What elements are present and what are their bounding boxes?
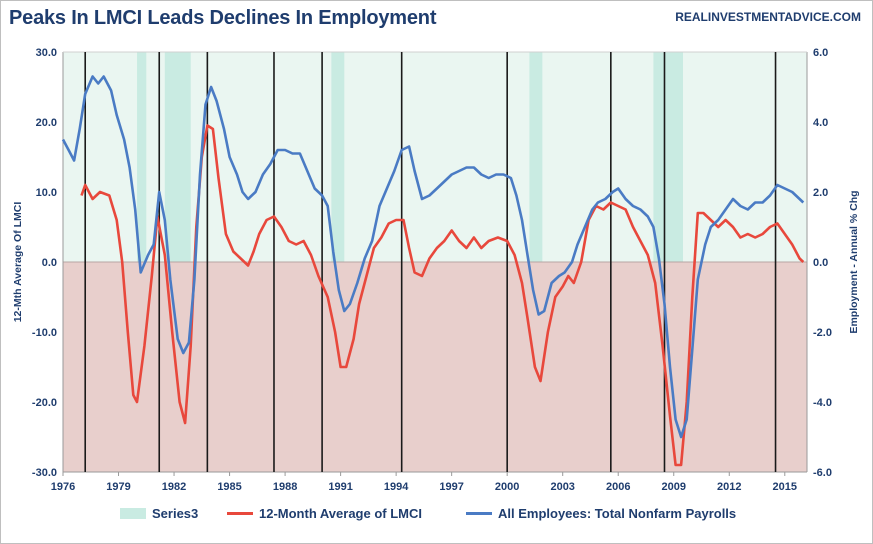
legend-swatch-payrolls xyxy=(466,512,492,515)
legend-item-payrolls: All Employees: Total Nonfarm Payrolls xyxy=(466,506,736,521)
x-tick-label: 1985 xyxy=(217,481,241,493)
y-left-tick-label: -20.0 xyxy=(32,397,57,409)
legend-item-lmci: 12-Month Average of LMCI xyxy=(227,506,422,521)
legend-label-series3: Series3 xyxy=(152,506,199,521)
source-watermark: REALINVESTMENTADVICE.COM xyxy=(675,10,861,24)
x-tick-label: 1982 xyxy=(162,481,186,493)
y-right-tick-label: 6.0 xyxy=(813,47,828,59)
x-tick-label: 1988 xyxy=(273,481,297,493)
y-axis-right-label: Employment - Annual % Chg xyxy=(848,190,860,333)
x-tick-label: 2012 xyxy=(717,481,741,493)
recession-band xyxy=(164,52,191,262)
peak-markers xyxy=(84,52,777,472)
x-tick-label: 2003 xyxy=(550,481,574,493)
x-tick-label: 1991 xyxy=(328,481,352,493)
y-left-tick-label: -30.0 xyxy=(32,467,57,479)
legend-item-series3: Series3 xyxy=(120,506,198,521)
x-tick-label: 1997 xyxy=(439,481,463,493)
x-tick-label: 2009 xyxy=(662,481,686,493)
y-right-tick-label: -4.0 xyxy=(813,397,832,409)
y-axis-left-label: 12-Mth Average Of LMCI xyxy=(12,202,24,323)
y-left-tick-label: -10.0 xyxy=(32,327,57,339)
x-tick-label: 1979 xyxy=(106,481,130,493)
recession-band xyxy=(331,52,345,262)
y-right-tick-label: 2.0 xyxy=(813,187,828,199)
x-tick-label: 1976 xyxy=(51,481,75,493)
axes xyxy=(62,51,808,476)
legend: Series3 12-Month Average of LMCI All Emp… xyxy=(0,506,873,526)
x-tick-label: 2000 xyxy=(495,481,519,493)
recession-band xyxy=(529,52,543,262)
series-lines xyxy=(61,75,805,467)
recession-band xyxy=(653,52,683,262)
x-tick-label: 2006 xyxy=(606,481,630,493)
legend-swatch-lmci xyxy=(227,512,253,515)
tick-labels: -30.0 -20.0 -10.0 0.0 10.0 20.0 30.0 -6.0 -4.0 -2… xyxy=(32,47,832,493)
y-right-tick-label: 0.0 xyxy=(813,257,828,269)
legend-swatch-series3 xyxy=(120,508,146,519)
y-right-tick-label: -6.0 xyxy=(813,467,832,479)
recession-band xyxy=(137,52,147,262)
series-line-payrolls xyxy=(61,75,805,439)
y-left-tick-label: 30.0 xyxy=(36,47,57,59)
chart-title: Peaks In LMCI Leads Declines In Employme… xyxy=(9,7,437,29)
recession-bands xyxy=(137,52,683,262)
y-right-tick-label: -2.0 xyxy=(813,327,832,339)
y-left-tick-label: 0.0 xyxy=(42,257,57,269)
y-right-tick-label: 4.0 xyxy=(813,117,828,129)
x-tick-label: 1994 xyxy=(384,481,409,493)
x-tick-label: 2015 xyxy=(773,481,797,493)
y-left-tick-label: 10.0 xyxy=(36,187,57,199)
legend-label-payrolls: All Employees: Total Nonfarm Payrolls xyxy=(498,506,737,521)
y-left-tick-label: 20.0 xyxy=(36,117,57,129)
legend-label-lmci: 12-Month Average of LMCI xyxy=(259,506,422,521)
